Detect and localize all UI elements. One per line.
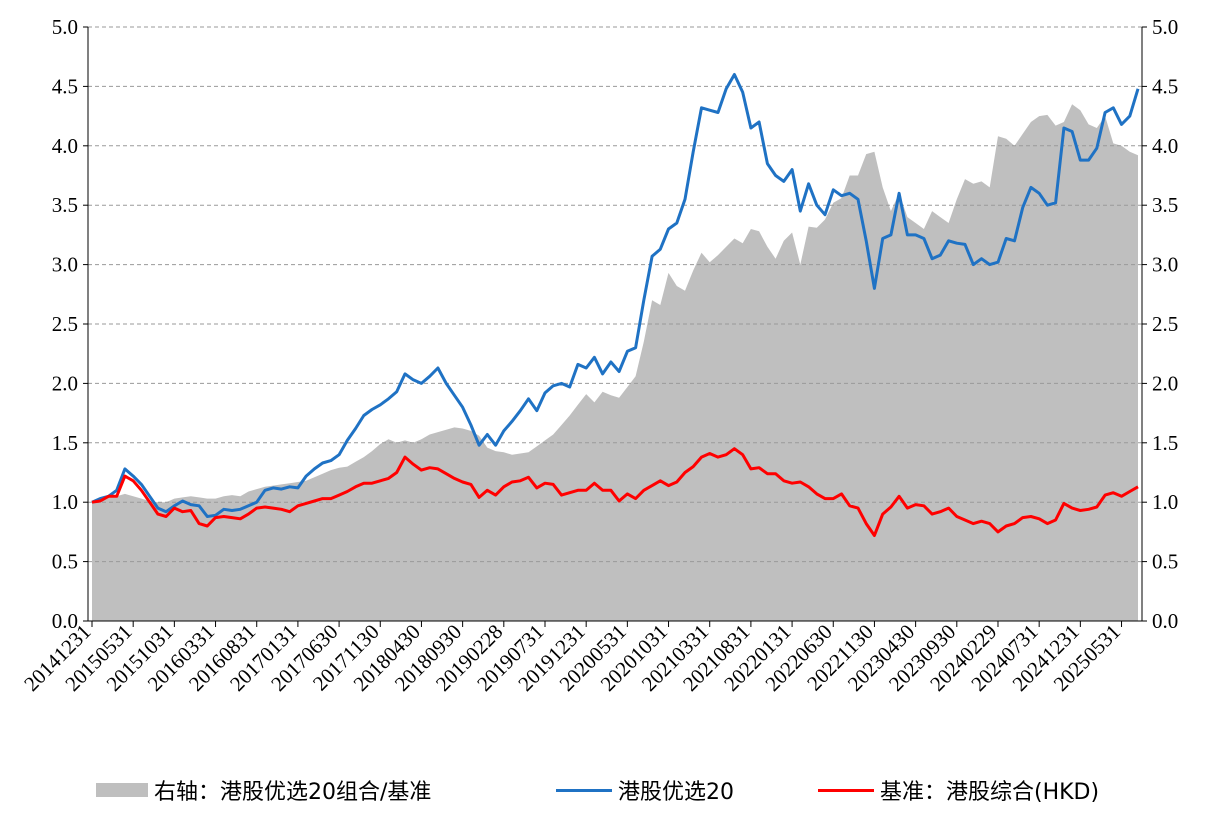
y-tick-right: 3.5 bbox=[1152, 193, 1178, 217]
series-line-portfolio bbox=[91, 73, 1140, 518]
y-tick-left: 1.0 bbox=[52, 490, 78, 514]
legend-label-ratio: 右轴：港股优选20组合/基准 bbox=[154, 780, 432, 805]
y-tick-left: 1.5 bbox=[52, 431, 78, 455]
legend-item-portfolio: 港股优选20 bbox=[556, 772, 734, 808]
y-tick-right: 2.0 bbox=[1152, 371, 1178, 395]
axis-layer bbox=[83, 26, 1147, 627]
area-layer bbox=[92, 104, 1138, 621]
y-tick-left: 3.5 bbox=[52, 193, 78, 217]
grid-layer bbox=[88, 26, 1142, 563]
legend-swatch-benchmark bbox=[818, 788, 874, 792]
y-tick-left: 4.5 bbox=[52, 74, 78, 98]
legend-item-benchmark: 基准：港股综合(HKD) bbox=[818, 772, 1099, 808]
y-tick-right: 2.5 bbox=[1152, 312, 1178, 336]
legend-item-ratio: 右轴：港股优选20组合/基准 bbox=[96, 772, 431, 808]
y-tick-left: 3.0 bbox=[52, 253, 78, 277]
y-tick-right: 1.5 bbox=[1152, 431, 1178, 455]
legend-swatch-ratio bbox=[96, 783, 148, 797]
y-tick-right: 0.5 bbox=[1152, 550, 1178, 574]
y-tick-left: 4.0 bbox=[52, 134, 78, 158]
y-tick-right: 3.0 bbox=[1152, 253, 1178, 277]
legend-swatch-portfolio bbox=[556, 788, 612, 792]
y-tick-left: 0.5 bbox=[52, 550, 78, 574]
line-layer bbox=[91, 73, 1140, 537]
chart: 0.0 0.5 1.0 1.5 2.0 2.5 3.0 3.5 4.0 4.5 5.0 0.0 0.5 1… bbox=[19, 15, 1178, 696]
y-tick-right: 0.0 bbox=[1152, 609, 1178, 633]
series-line-benchmark bbox=[91, 447, 1139, 537]
legend-label-portfolio: 港股优选20 bbox=[618, 780, 734, 805]
y-tick-right: 5.0 bbox=[1152, 15, 1178, 39]
y-tick-left: 2.0 bbox=[52, 371, 78, 395]
series-area-ratio bbox=[92, 104, 1138, 621]
y-tick-right: 1.0 bbox=[1152, 490, 1178, 514]
y-tick-right: 4.5 bbox=[1152, 74, 1178, 98]
legend: 右轴：港股优选20组合/基准 港股优选20 基准：港股综合(HKD) bbox=[0, 772, 1215, 808]
y-tick-left: 5.0 bbox=[52, 15, 78, 39]
legend-label-benchmark: 基准：港股综合(HKD) bbox=[880, 780, 1100, 805]
y-tick-left: 0.0 bbox=[52, 609, 78, 633]
y-tick-left: 2.5 bbox=[52, 312, 78, 336]
y-tick-right: 4.0 bbox=[1152, 134, 1178, 158]
